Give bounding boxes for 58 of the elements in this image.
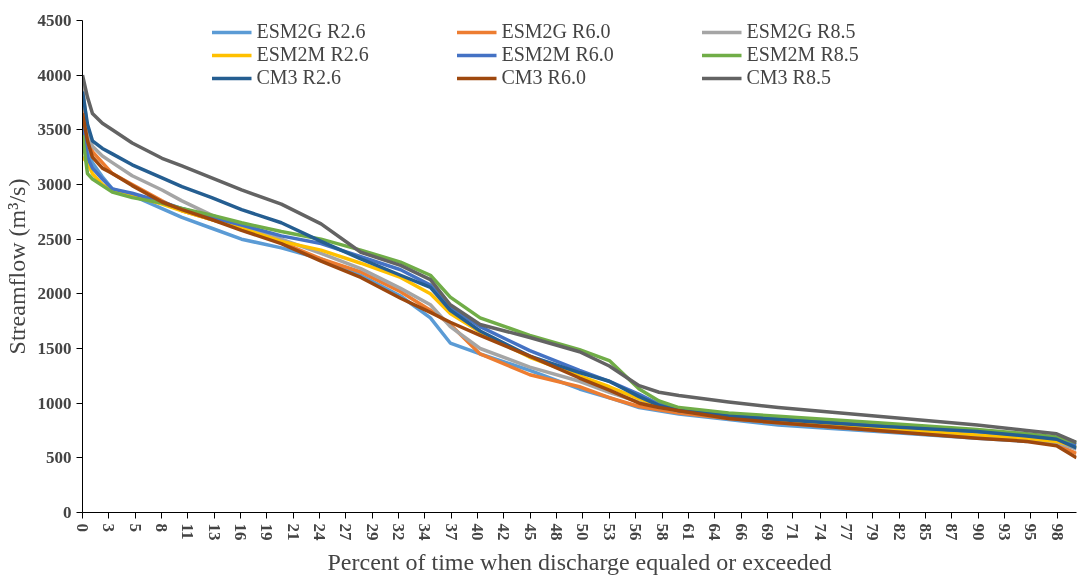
x-tick-label: 21	[283, 523, 303, 541]
x-tick-label: 24	[310, 523, 330, 541]
legend-label: ESM2G R8.5	[746, 20, 857, 43]
y-tick-label: 2000	[37, 284, 72, 304]
x-tick-label: 69	[757, 523, 777, 541]
y-tick-label: 4500	[37, 11, 72, 30]
y-tick-label: 3500	[37, 120, 72, 140]
y-axis-title: Streamflow (m³/s)	[3, 178, 30, 355]
x-tick-label: 61	[678, 523, 698, 541]
legend-label: ESM2G R6.0	[501, 20, 612, 43]
y-tick-label: 1000	[37, 393, 72, 413]
x-tick-label: 27	[336, 523, 356, 541]
x-tick-label: 19	[257, 523, 277, 541]
x-tick-label: 66	[731, 523, 751, 541]
x-tick-label: 50	[573, 523, 593, 541]
x-tick-label: 87	[942, 523, 962, 541]
x-tick-label: 48	[547, 523, 567, 541]
x-tick-label: 71	[782, 523, 802, 541]
x-tick-label: 77	[836, 523, 856, 541]
x-tick-label: 3	[99, 523, 119, 532]
x-axis-title: Percent of time when discharge equaled or exceeded	[327, 548, 832, 575]
x-tick-label: 79	[863, 523, 883, 541]
x-tick-label: 8	[152, 523, 172, 532]
x-tick-label: 93	[994, 523, 1014, 541]
x-tick-label: 5	[125, 523, 145, 532]
legend-label: CM3 R6.0	[501, 66, 587, 89]
x-tick-label: 42	[494, 523, 514, 541]
x-tick-label: 85	[915, 523, 935, 541]
x-tick-label: 56	[626, 523, 646, 541]
x-tick-label: 45	[520, 523, 540, 541]
x-tick-label: 74	[810, 523, 830, 541]
x-tick-label: 82	[889, 523, 909, 541]
y-tick-label: 3000	[37, 175, 72, 194]
x-tick-label: 64	[705, 523, 725, 541]
legend-label: ESM2G R2.6	[256, 20, 367, 43]
x-tick-label: 95	[1021, 523, 1041, 541]
x-tick-label: 98	[1047, 523, 1067, 541]
x-tick-label: 40	[468, 523, 488, 541]
x-tick-label: 90	[968, 523, 988, 541]
legend-label: CM3 R8.5	[746, 66, 832, 89]
y-tick-label: 1500	[37, 339, 72, 358]
y-tick-label: 4000	[37, 65, 72, 85]
x-tick-label: 0	[73, 523, 92, 532]
legend-label: ESM2M R2.6	[256, 43, 370, 66]
x-tick-label: 11	[178, 523, 198, 540]
legend-label: ESM2M R6.0	[501, 43, 615, 66]
legend-label: ESM2M R8.5	[746, 43, 860, 66]
legend-label: CM3 R2.6	[256, 66, 342, 89]
x-tick-label: 16	[231, 523, 251, 541]
x-tick-label: 58	[652, 523, 672, 541]
y-tick-label: 2500	[37, 229, 72, 249]
x-tick-label: 32	[389, 523, 409, 541]
x-tick-label: 37	[441, 523, 461, 541]
x-tick-label: 34	[415, 523, 435, 541]
y-tick-label: 500	[46, 448, 72, 468]
x-tick-label: 13	[204, 523, 224, 541]
x-tick-label: 53	[599, 523, 619, 541]
x-tick-label: 29	[362, 523, 382, 541]
